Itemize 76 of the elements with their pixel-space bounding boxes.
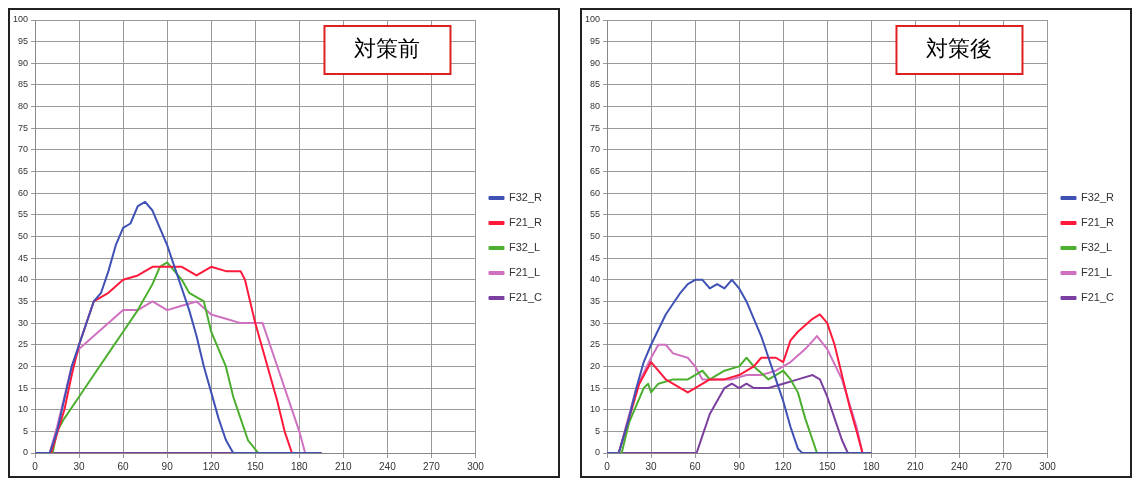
y-tick-label: 25 <box>18 339 29 350</box>
x-tick-label: 120 <box>202 460 220 472</box>
x-tick-label: 300 <box>1039 460 1057 472</box>
y-tick-label: 15 <box>590 382 601 393</box>
x-tick-label: 30 <box>73 460 86 472</box>
y-tick-label: 40 <box>590 274 601 285</box>
y-tick-label: 30 <box>590 317 601 328</box>
y-tick-label: 75 <box>590 122 601 133</box>
y-tick-label: 90 <box>18 57 29 68</box>
x-tick-label: 150 <box>818 460 837 472</box>
y-tick-label: 60 <box>18 187 29 198</box>
x-tick-label: 90 <box>733 460 746 472</box>
y-tick-label: 10 <box>18 404 29 415</box>
y-tick-label: 35 <box>590 295 601 306</box>
y-tick-label: 25 <box>590 339 601 350</box>
x-tick-label: 30 <box>645 460 658 472</box>
text: 対策前 <box>354 36 421 62</box>
legend-label: F21_R <box>508 216 543 229</box>
x-tick-label: 180 <box>862 460 881 472</box>
x-tick-label: 240 <box>379 460 397 472</box>
y-tick-label: 20 <box>18 360 29 371</box>
y-tick-label: 55 <box>590 209 601 220</box>
legend-label: F21_L <box>508 266 541 279</box>
text: 対策後 <box>926 36 993 62</box>
x-tick-label: 270 <box>995 460 1013 472</box>
y-tick-label: 5 <box>23 425 29 436</box>
x-tick-label: 90 <box>161 460 174 472</box>
y-tick-label: 80 <box>18 101 29 112</box>
y-tick-label: 70 <box>18 144 29 155</box>
legend-label: F21_R <box>1080 216 1115 229</box>
x-tick-label: 210 <box>907 460 925 472</box>
legend-label: F32_L <box>508 241 541 254</box>
y-tick-label: 15 <box>18 382 29 393</box>
y-tick-label: 95 <box>18 36 29 47</box>
x-tick-label: 60 <box>689 460 702 472</box>
y-tick-label: 100 <box>584 14 601 25</box>
legend-label: F32_R <box>1080 191 1115 204</box>
x-tick-label: 0 <box>32 460 39 472</box>
y-tick-label: 55 <box>18 209 29 220</box>
y-tick-label: 35 <box>18 295 29 306</box>
x-tick-label: 300 <box>467 460 485 472</box>
x-tick-label: 270 <box>423 460 441 472</box>
y-tick-label: 10 <box>590 404 601 415</box>
y-tick-label: 0 <box>595 447 601 458</box>
y-tick-label: 50 <box>590 230 601 241</box>
y-tick-label: 45 <box>590 252 601 263</box>
y-tick-label: 45 <box>18 252 29 263</box>
y-tick-label: 85 <box>590 79 601 90</box>
y-tick-label: 100 <box>12 14 29 25</box>
y-tick-label: 20 <box>590 360 601 371</box>
y-tick-label: 5 <box>595 425 601 436</box>
legend-label: F32_L <box>1080 241 1113 254</box>
y-tick-label: 65 <box>590 166 601 177</box>
x-tick-label: 0 <box>604 460 611 472</box>
legend-label: F32_R <box>508 191 543 204</box>
y-tick-label: 95 <box>590 36 601 47</box>
y-tick-label: 70 <box>590 144 601 155</box>
legend-label: F21_C <box>1080 291 1115 304</box>
y-tick-label: 60 <box>590 187 601 198</box>
y-tick-label: 50 <box>18 230 29 241</box>
x-tick-label: 150 <box>246 460 265 472</box>
y-tick-label: 85 <box>18 79 29 90</box>
y-tick-label: 40 <box>18 274 29 285</box>
x-tick-label: 210 <box>335 460 353 472</box>
y-tick-label: 30 <box>18 317 29 328</box>
legend-label: F21_L <box>1080 266 1113 279</box>
x-tick-label: 120 <box>774 460 792 472</box>
y-tick-label: 65 <box>18 166 29 177</box>
y-tick-label: 90 <box>590 57 601 68</box>
y-tick-label: 80 <box>590 101 601 112</box>
legend-label: F21_C <box>508 291 543 304</box>
y-tick-label: 75 <box>18 122 29 133</box>
x-tick-label: 60 <box>117 460 130 472</box>
y-tick-label: 0 <box>23 447 29 458</box>
x-tick-label: 240 <box>951 460 969 472</box>
x-tick-label: 180 <box>290 460 309 472</box>
